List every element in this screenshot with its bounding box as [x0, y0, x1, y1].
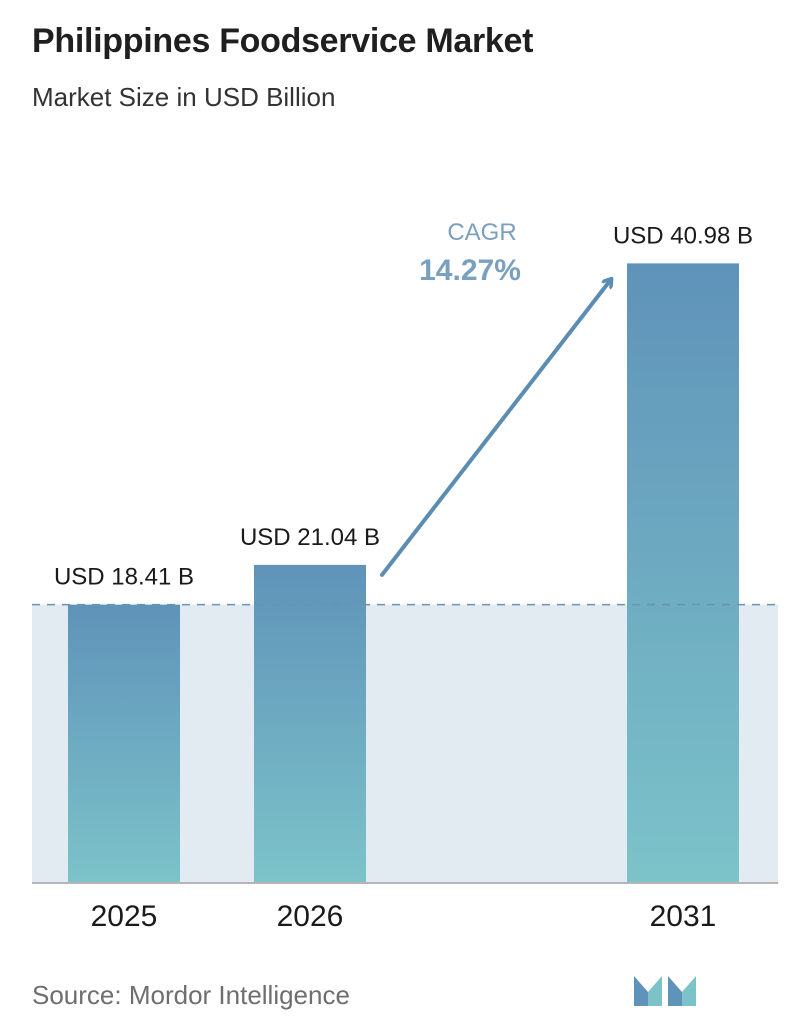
bar-2031	[627, 263, 739, 883]
x-tick-label-2025: 2025	[91, 900, 158, 933]
cagr-label: CAGR	[447, 219, 516, 246]
cagr-arrow	[380, 279, 611, 577]
data-label-2026: USD 21.04 B	[240, 524, 380, 551]
mordor-intelligence-logo	[634, 976, 696, 1006]
bar-2026	[254, 564, 366, 883]
bar-chart: USD 18.41 B 2025 USD 21.04 B 2026 USD 40.98 …	[32, 219, 778, 933]
x-tick-label-2026: 2026	[277, 900, 344, 933]
cagr-value: 14.27%	[419, 254, 521, 287]
chart-subtitle: Market Size in USD Billion	[32, 82, 336, 112]
chart-title: Philippines Foodservice Market	[32, 22, 534, 60]
source-note: Source: Mordor Intelligence	[32, 980, 350, 1010]
data-label-2031: USD 40.98 B	[613, 222, 753, 249]
data-label-2025: USD 18.41 B	[54, 564, 194, 591]
x-tick-label-2031: 2031	[650, 900, 717, 933]
bar-2025	[68, 604, 180, 883]
